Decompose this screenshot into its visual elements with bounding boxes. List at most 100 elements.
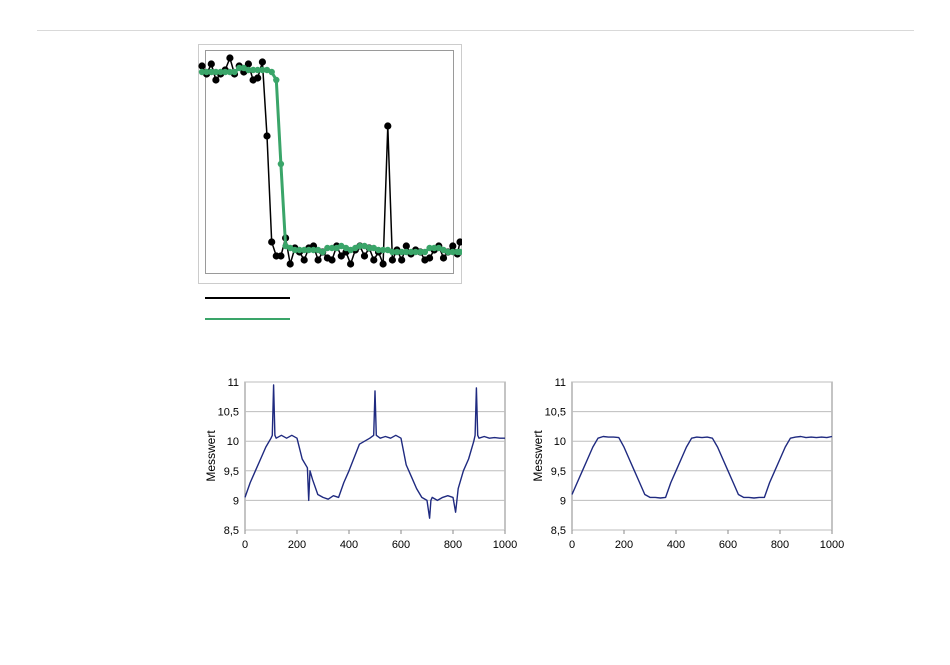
data-point bbox=[379, 246, 387, 254]
data-point bbox=[300, 256, 308, 264]
data-point bbox=[337, 252, 345, 260]
data-point bbox=[245, 66, 252, 74]
data-point bbox=[305, 246, 312, 254]
data-point bbox=[412, 248, 419, 256]
data-point bbox=[417, 248, 424, 256]
data-point bbox=[402, 242, 410, 250]
y-tick-label: 10,5 bbox=[545, 407, 566, 419]
data-point bbox=[277, 252, 285, 260]
step-chart bbox=[198, 44, 462, 284]
y-tick-label: 8,5 bbox=[551, 525, 566, 537]
data-point bbox=[222, 68, 229, 76]
y-axis-label: Messwert bbox=[204, 430, 218, 482]
data-point bbox=[407, 248, 415, 256]
y-tick-label: 10 bbox=[227, 436, 239, 448]
data-point bbox=[360, 252, 369, 260]
data-point bbox=[286, 260, 294, 268]
series-line-1 bbox=[571, 435, 833, 499]
data-point bbox=[375, 246, 382, 254]
x-tick-label: 0 bbox=[242, 539, 248, 551]
data-point bbox=[426, 244, 433, 252]
data-point bbox=[398, 256, 406, 264]
data-point bbox=[444, 248, 452, 256]
data-point bbox=[388, 256, 396, 264]
x-tick-label: 800 bbox=[771, 539, 789, 551]
data-point bbox=[328, 256, 336, 264]
y-tick-label: 11 bbox=[555, 377, 566, 389]
legend-line-raw bbox=[205, 297, 290, 299]
y-tick-label: 11 bbox=[228, 377, 239, 389]
noisy-chart: 8,5 9 9,5 10 10,5 11 0 200 400 600 800 1000 Messwert bbox=[204, 377, 517, 551]
x-tick-label: 200 bbox=[615, 539, 633, 551]
data-point bbox=[254, 74, 262, 82]
y-tick-label: 9 bbox=[560, 495, 566, 507]
x-tick-label: 600 bbox=[392, 539, 410, 551]
data-point bbox=[244, 60, 252, 68]
x-tick-label: 200 bbox=[288, 539, 306, 551]
data-point bbox=[347, 260, 355, 268]
data-point bbox=[291, 246, 299, 254]
data-point bbox=[236, 64, 243, 72]
data-point bbox=[268, 238, 276, 246]
data-point bbox=[212, 68, 220, 76]
data-point bbox=[249, 66, 257, 74]
data-point bbox=[296, 246, 303, 254]
data-point bbox=[207, 60, 215, 68]
data-point bbox=[268, 68, 275, 76]
data-point bbox=[198, 68, 206, 76]
data-point bbox=[328, 244, 336, 252]
data-point bbox=[393, 248, 401, 256]
y-tick-label: 9,5 bbox=[224, 466, 239, 478]
data-point bbox=[314, 256, 322, 264]
data-point bbox=[212, 76, 220, 84]
y-tick-label: 10,5 bbox=[218, 407, 239, 419]
data-point bbox=[263, 132, 271, 140]
series-line-1 bbox=[201, 55, 461, 267]
data-point bbox=[389, 248, 396, 256]
x-tick-label: 0 bbox=[569, 539, 575, 551]
x-tick-label: 400 bbox=[340, 539, 358, 551]
data-point bbox=[203, 68, 210, 76]
x-tick-label: 600 bbox=[719, 539, 737, 551]
x-tick-label: 1000 bbox=[820, 539, 844, 551]
smooth-chart: 8,5 9 9,5 10 10,5 11 0 200 400 600 800 1000 Messwert bbox=[531, 377, 844, 551]
x-tick-label: 1000 bbox=[493, 539, 517, 551]
data-point bbox=[258, 58, 266, 66]
data-point bbox=[310, 246, 317, 254]
data-point bbox=[398, 248, 405, 256]
plot-area bbox=[571, 381, 833, 531]
data-point bbox=[439, 254, 448, 262]
data-point bbox=[231, 68, 238, 76]
data-point bbox=[431, 244, 438, 252]
data-point bbox=[254, 66, 261, 74]
data-point bbox=[421, 248, 429, 256]
data-point bbox=[277, 160, 285, 168]
x-tick-label: 800 bbox=[444, 539, 462, 551]
data-point bbox=[379, 260, 387, 268]
data-point bbox=[259, 66, 266, 74]
y-tick-label: 9,5 bbox=[551, 466, 566, 478]
data-point bbox=[449, 242, 457, 250]
chart-outer-frame bbox=[198, 44, 462, 284]
data-point bbox=[198, 62, 206, 70]
data-point bbox=[301, 246, 308, 254]
data-point bbox=[217, 68, 224, 76]
legend-line-filtered bbox=[205, 318, 290, 320]
series-line-1 bbox=[244, 384, 505, 519]
data-point bbox=[426, 254, 434, 262]
data-point bbox=[370, 256, 378, 264]
data-point bbox=[449, 248, 456, 256]
data-point bbox=[456, 238, 462, 246]
series-line-2 bbox=[202, 66, 460, 254]
data-point bbox=[384, 122, 392, 130]
data-point bbox=[208, 68, 215, 76]
data-point bbox=[319, 248, 326, 256]
y-tick-label: 10 bbox=[554, 436, 566, 448]
plot-frame bbox=[205, 50, 454, 274]
y-tick-label: 9 bbox=[233, 495, 239, 507]
x-tick-label: 400 bbox=[667, 539, 685, 551]
data-point bbox=[273, 76, 280, 84]
y-tick-label: 8,5 bbox=[224, 525, 239, 537]
data-point bbox=[356, 242, 364, 250]
data-point bbox=[456, 248, 462, 256]
